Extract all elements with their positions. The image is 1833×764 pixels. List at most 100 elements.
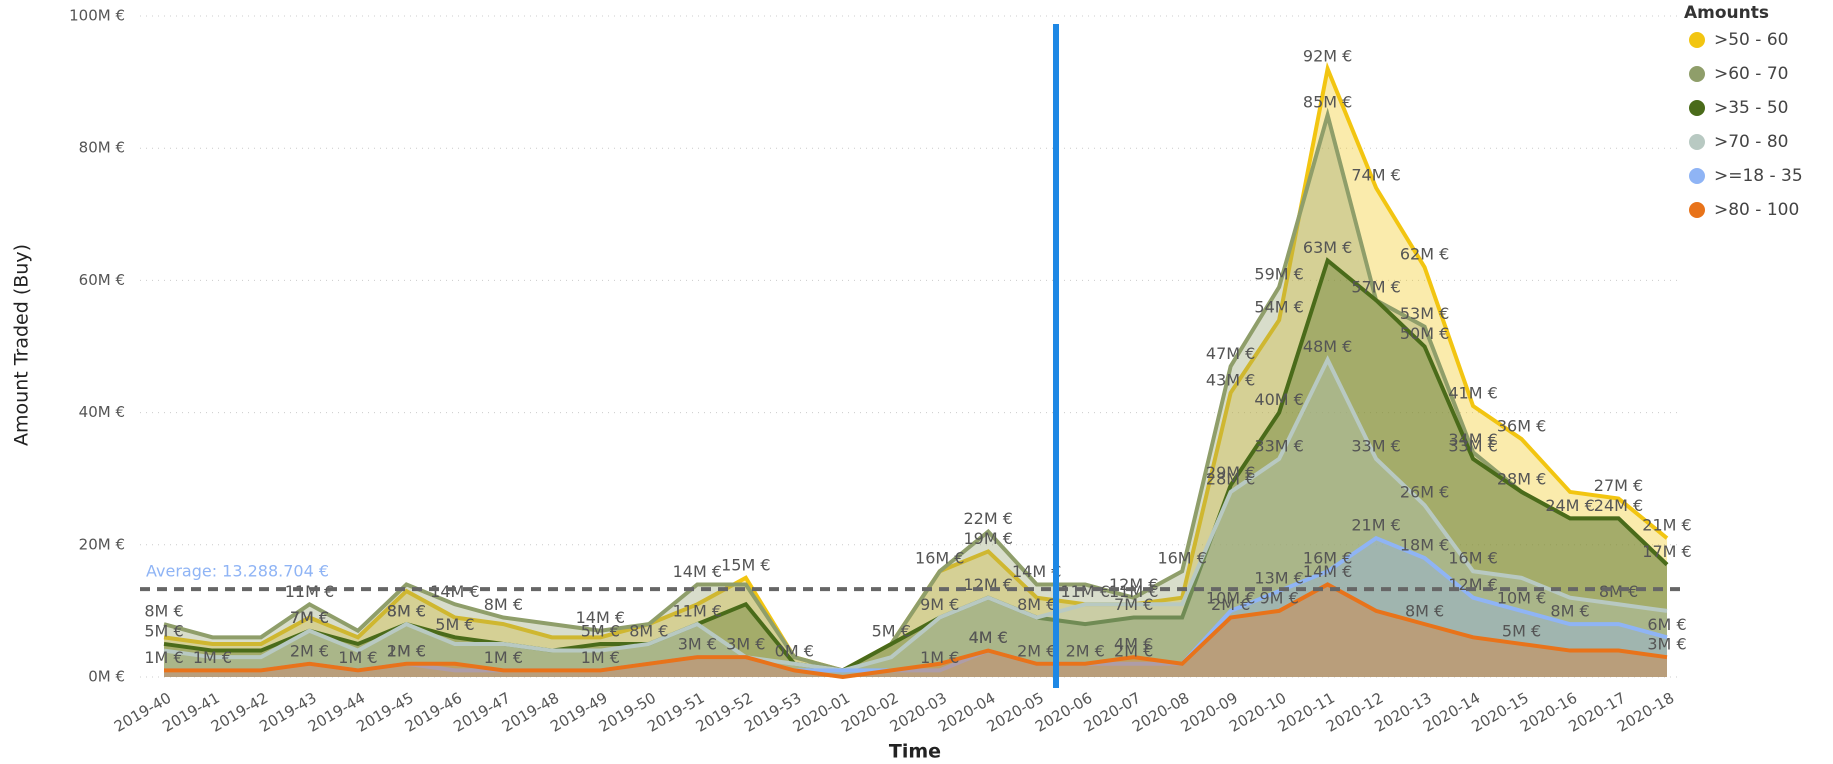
average-label: Average: 13.288.704 € (146, 562, 329, 581)
data-label: 8M € (1599, 582, 1638, 601)
data-label: 5M € (581, 621, 620, 640)
y-axis-title: Amount Traded (Buy) (11, 244, 33, 446)
data-label: 14M € (673, 562, 722, 581)
data-label: 16M € (1448, 549, 1497, 568)
data-label: 5M € (1502, 621, 1541, 640)
legend-label: >60 - 70 (1714, 64, 1788, 84)
data-label: 57M € (1351, 278, 1400, 297)
data-label: 5M € (872, 621, 911, 640)
data-label: 14M € (1012, 562, 1061, 581)
data-label: 7M € (290, 608, 329, 627)
data-label: 3M € (726, 635, 765, 654)
data-label: 2M € (1017, 641, 1056, 660)
data-label: 14M € (430, 582, 479, 601)
data-label: 48M € (1303, 337, 1352, 356)
legend-marker (1689, 100, 1705, 116)
data-label: 14M € (576, 608, 625, 627)
data-label: 54M € (1254, 298, 1303, 317)
data-label: 33M € (1448, 436, 1497, 455)
data-label: 2M € (1211, 595, 1250, 614)
data-label: 6M € (1647, 615, 1686, 634)
area (164, 68, 1667, 677)
data-label: 74M € (1351, 165, 1400, 184)
data-label: 7M € (1114, 595, 1153, 614)
data-label: 28M € (1497, 469, 1546, 488)
y-tick-label: 20M € (79, 535, 125, 553)
data-label: 18M € (1400, 536, 1449, 555)
data-label: 4M € (1114, 635, 1153, 654)
data-label: 8M € (629, 621, 668, 640)
data-label: 53M € (1400, 304, 1449, 323)
data-label: 12M € (1448, 575, 1497, 594)
data-label: 12M € (964, 575, 1013, 594)
data-label: 27M € (1594, 476, 1643, 495)
data-label: 21M € (1351, 516, 1400, 535)
data-label: 8M € (387, 602, 426, 621)
data-label: 10M € (1497, 588, 1546, 607)
data-label: 33M € (1351, 436, 1400, 455)
data-label: 3M € (678, 635, 717, 654)
data-label: 8M € (144, 602, 183, 621)
area (164, 538, 1667, 677)
data-label: 3M € (1647, 635, 1686, 654)
legend-title: Amounts (1684, 3, 1769, 23)
area (164, 115, 1667, 677)
data-label: 2M € (1114, 641, 1153, 660)
data-label: 1M € (484, 648, 523, 667)
area (164, 584, 1667, 677)
data-label: 13M € (1254, 569, 1303, 588)
legend-marker (1689, 168, 1705, 184)
y-tick-label: 0M € (88, 668, 125, 686)
y-tick-label: 80M € (79, 139, 125, 157)
data-label: 50M € (1400, 324, 1449, 343)
data-label: 7M € (290, 608, 329, 627)
data-label: 22M € (964, 509, 1013, 528)
data-label: 28M € (1206, 469, 1255, 488)
data-label: 24M € (1594, 496, 1643, 515)
data-label: 40M € (1254, 390, 1303, 409)
data-label: 8M € (387, 602, 426, 621)
data-label: 9M € (920, 595, 959, 614)
legend-label: >70 - 80 (1714, 132, 1788, 152)
y-tick-label: 40M € (79, 403, 125, 421)
data-label: 11M € (1060, 582, 1109, 601)
data-label: 2M € (387, 641, 426, 660)
data-label: 16M € (1303, 549, 1352, 568)
legend-marker (1689, 202, 1705, 218)
data-label: 10M € (1206, 588, 1255, 607)
legend-label: >=18 - 35 (1714, 166, 1803, 186)
x-axis-title: Time (889, 741, 941, 763)
data-label: 11M € (673, 602, 722, 621)
data-label: 8M € (1405, 602, 1444, 621)
data-label: 11M € (1109, 582, 1158, 601)
data-label: 62M € (1400, 245, 1449, 264)
legend-marker (1689, 66, 1705, 82)
legend-label: >35 - 50 (1714, 98, 1788, 118)
data-label: 19M € (964, 529, 1013, 548)
data-label: 5M € (435, 615, 474, 634)
data-label: 43M € (1206, 370, 1255, 389)
data-label: 0M € (775, 641, 814, 660)
data-label: 9M € (1260, 588, 1299, 607)
data-label: 36M € (1497, 417, 1546, 436)
data-label: 4M € (969, 628, 1008, 647)
plot: 0M €20M €40M €60M €80M €100M €2019-40201… (69, 7, 1803, 736)
legend-label: >80 - 100 (1714, 200, 1799, 220)
data-label: 1M € (920, 648, 959, 667)
data-label: 2M € (1066, 641, 1105, 660)
legend-label: >50 - 60 (1714, 30, 1788, 50)
data-label: 4M € (969, 628, 1008, 647)
data-label: 17M € (1642, 542, 1691, 561)
data-label: 16M € (915, 549, 964, 568)
data-label: 1M € (144, 648, 183, 667)
data-label: 8M € (1550, 602, 1589, 621)
data-label: 92M € (1303, 46, 1352, 65)
data-label: 15M € (721, 555, 770, 574)
line (164, 582, 1668, 680)
data-label: 24M € (1545, 496, 1594, 515)
data-label: 26M € (1400, 483, 1449, 502)
area (164, 359, 1667, 677)
data-label: 1M € (387, 641, 426, 660)
data-label: 63M € (1303, 238, 1352, 257)
